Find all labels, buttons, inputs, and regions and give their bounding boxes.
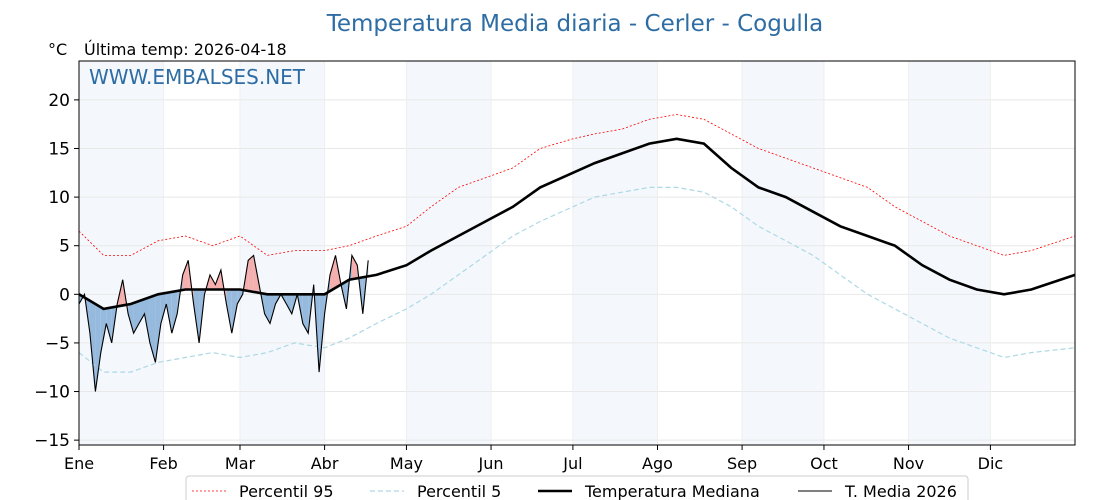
anomaly-fill-14 bbox=[155, 293, 161, 363]
anomaly-fill-15 bbox=[160, 292, 167, 324]
x-tick-label: Feb bbox=[149, 454, 177, 473]
anomaly-fill-31 bbox=[248, 255, 254, 292]
series-line-p5 bbox=[78, 186, 1076, 373]
legend-label-p5: Percentil 5 bbox=[417, 482, 501, 500]
x-tick-label: Dic bbox=[978, 454, 1004, 473]
anomaly-fill-50 bbox=[351, 255, 358, 280]
plot-frame bbox=[78, 60, 1076, 446]
anomaly-fill-2 bbox=[89, 300, 96, 392]
y-tick-label: −15 bbox=[34, 431, 70, 451]
y-tick-label: 5 bbox=[59, 237, 70, 257]
watermark: WWW.EMBALSES.NET bbox=[89, 65, 306, 89]
plot-area: −15 −10 −5 0 5 10 15 20 Ene Feb Mar Abr May Jun Jul Ago… bbox=[34, 60, 1076, 473]
y-tick-label: 15 bbox=[48, 139, 70, 159]
x-tick-label: Nov bbox=[893, 454, 924, 473]
x-tick-label: Jul bbox=[562, 454, 582, 473]
legend-label-median: Temperatura Mediana bbox=[584, 482, 760, 500]
x-tick-label: Ago bbox=[642, 454, 673, 473]
legend-box bbox=[185, 475, 969, 500]
month-band-5 bbox=[908, 61, 991, 445]
month-band-4 bbox=[742, 61, 824, 445]
x-tick-label: May bbox=[390, 454, 423, 473]
anomaly-fill-19 bbox=[182, 260, 189, 290]
x-tick-label: Jun bbox=[478, 454, 504, 473]
legend-label-p95: Percentil 95 bbox=[239, 482, 334, 500]
x-tick-label: Mar bbox=[225, 454, 256, 473]
month-band-2 bbox=[406, 61, 492, 445]
unit-label: °C bbox=[48, 40, 67, 59]
series-line-p95 bbox=[78, 114, 1076, 256]
anomaly-fill-3 bbox=[95, 304, 101, 392]
series-line-median bbox=[78, 137, 1076, 311]
month-band-3 bbox=[572, 61, 658, 445]
legend: Percentil 95 Percentil 5 Temperatura Media… bbox=[185, 475, 969, 500]
month-band-1 bbox=[239, 61, 325, 445]
y-tick-label: −10 bbox=[34, 383, 70, 403]
anomaly-fill-17 bbox=[171, 290, 178, 334]
legend-label-y2026: T. Media 2026 bbox=[844, 482, 957, 500]
y-tick-label: −5 bbox=[45, 334, 70, 354]
chart-title: Temperatura Media diaria - Cerler - Cogu… bbox=[326, 11, 824, 37]
anomaly-fill-12 bbox=[144, 297, 150, 343]
x-tick-label: Ene bbox=[64, 454, 94, 473]
x-tick-label: Sep bbox=[727, 454, 757, 473]
anomaly-fill-4 bbox=[100, 307, 107, 353]
anomaly-fill-35 bbox=[270, 294, 276, 324]
anomaly-fill-46 bbox=[330, 255, 336, 292]
series-line-y2026 bbox=[78, 253, 369, 392]
anomaly-fill-13 bbox=[149, 295, 156, 363]
anomaly-fill-28 bbox=[231, 289, 238, 334]
anomaly-fill-9 bbox=[128, 303, 134, 334]
last-temp-label: Última temp: 2026-04-18 bbox=[84, 40, 287, 59]
anomaly-fill-24 bbox=[209, 274, 216, 290]
anomaly-fill-29 bbox=[237, 289, 243, 305]
anomaly-fill-5 bbox=[106, 307, 112, 343]
x-tick-label: Oct bbox=[810, 454, 838, 473]
anomaly-fill-38 bbox=[286, 294, 292, 314]
x-tick-label: Abr bbox=[311, 454, 339, 473]
month-band-0 bbox=[79, 61, 164, 445]
y-tick-label: 10 bbox=[48, 188, 70, 208]
anomaly-fill-27 bbox=[226, 289, 232, 334]
anomaly-fill-41 bbox=[302, 294, 309, 334]
y-tick-label: 20 bbox=[48, 91, 70, 111]
y-tick-label: 0 bbox=[59, 285, 70, 305]
anomaly-fill-11 bbox=[139, 299, 145, 324]
